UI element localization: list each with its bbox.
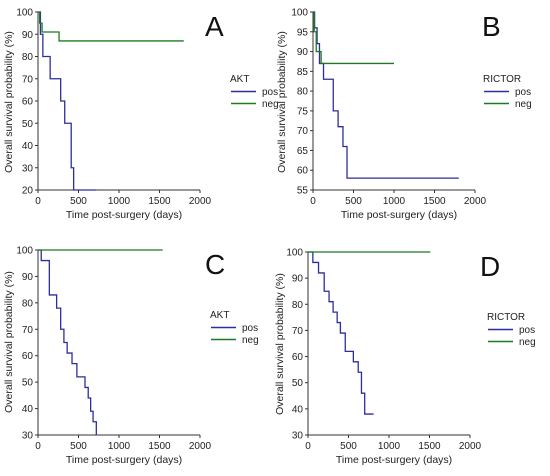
y-axis-label: Overall survival probability (%) — [3, 271, 15, 413]
y-tick-label: 80 — [292, 300, 304, 311]
x-tick-label: 0 — [305, 441, 311, 452]
x-tick-label: 2000 — [464, 196, 487, 207]
series-line-neg — [38, 11, 184, 42]
x-tick-label: 1500 — [423, 196, 446, 207]
x-tick-label: 1000 — [108, 196, 131, 207]
x-tick-label: 1500 — [148, 196, 171, 207]
y-axis-label: Overall survival probability (%) — [276, 31, 288, 173]
x-tick-label: 2000 — [459, 441, 482, 452]
x-tick-label: 500 — [70, 441, 87, 452]
legend-label-pos: pos — [242, 323, 258, 334]
legend-label-neg: neg — [519, 337, 536, 348]
legend-title: AKT — [210, 310, 229, 321]
y-tick-label: 30 — [22, 431, 34, 442]
y-axis-label: Overall survival probability (%) — [3, 31, 15, 173]
y-tick-label: 60 — [22, 351, 34, 362]
legend-label-pos: pos — [519, 325, 535, 336]
x-tick-label: 1500 — [148, 441, 171, 452]
x-tick-label: 1000 — [383, 196, 406, 207]
x-axis-label: Time post-surgery (days) — [336, 454, 452, 466]
x-tick-label: 500 — [70, 196, 87, 207]
series-line-neg — [313, 11, 394, 65]
panel-letter: C — [205, 249, 225, 280]
x-tick-label: 0 — [35, 196, 41, 207]
x-tick-label: 1000 — [378, 441, 401, 452]
y-tick-label: 80 — [22, 52, 34, 63]
y-tick-label: 100 — [291, 8, 308, 19]
y-tick-label: 40 — [292, 404, 304, 415]
legend-title: RICTOR — [483, 74, 521, 85]
y-tick-label: 60 — [297, 166, 309, 177]
y-tick-label: 90 — [297, 47, 309, 58]
y-tick-label: 100 — [16, 246, 33, 257]
x-tick-label: 2000 — [189, 196, 212, 207]
y-tick-label: 100 — [286, 248, 303, 259]
x-axis-label: Time post-surgery (days) — [66, 454, 182, 466]
series-line-pos — [38, 249, 97, 435]
y-tick-label: 70 — [22, 325, 34, 336]
x-axis-label: Time post-surgery (days) — [341, 209, 457, 221]
y-tick-label: 70 — [292, 326, 304, 337]
legend-title: RICTOR — [487, 312, 525, 323]
legend-title: AKT — [230, 74, 249, 85]
y-tick-label: 55 — [297, 186, 309, 197]
y-tick-label: 80 — [22, 298, 34, 309]
y-tick-label: 20 — [22, 186, 34, 197]
y-tick-label: 70 — [297, 126, 309, 137]
y-tick-label: 90 — [22, 30, 34, 41]
y-tick-label: 70 — [22, 74, 34, 85]
y-tick-label: 100 — [16, 8, 33, 19]
series-line-pos — [313, 11, 459, 179]
x-tick-label: 0 — [35, 441, 41, 452]
y-tick-label: 90 — [292, 274, 304, 285]
x-tick-label: 1000 — [108, 441, 131, 452]
y-tick-label: 80 — [297, 87, 309, 98]
x-tick-label: 500 — [340, 441, 357, 452]
x-tick-label: 500 — [345, 196, 362, 207]
y-tick-label: 90 — [22, 272, 34, 283]
y-tick-label: 40 — [22, 141, 34, 152]
legend-label-pos: pos — [262, 87, 278, 98]
y-tick-label: 30 — [22, 163, 34, 174]
x-tick-label: 2000 — [189, 441, 212, 452]
x-tick-label: 0 — [310, 196, 316, 207]
y-tick-label: 75 — [297, 106, 309, 117]
y-tick-label: 30 — [292, 431, 304, 442]
y-tick-label: 95 — [297, 27, 309, 38]
y-tick-label: 85 — [297, 67, 309, 78]
legend-label-neg: neg — [515, 99, 532, 110]
panel-letter: B — [482, 11, 501, 42]
y-tick-label: 50 — [22, 378, 34, 389]
panel-letter: A — [205, 11, 224, 42]
y-axis-label: Overall survival probability (%) — [274, 273, 286, 415]
y-tick-label: 60 — [22, 97, 34, 108]
legend-label-pos: pos — [515, 87, 531, 98]
series-line-pos — [308, 251, 374, 415]
legend-label-neg: neg — [262, 99, 279, 110]
x-tick-label: 1500 — [418, 441, 441, 452]
y-tick-label: 40 — [22, 404, 34, 415]
y-tick-label: 50 — [22, 119, 34, 130]
legend-label-neg: neg — [242, 335, 259, 346]
y-tick-label: 50 — [292, 378, 304, 389]
y-tick-label: 60 — [292, 352, 304, 363]
panel-letter: D — [480, 251, 500, 282]
y-tick-label: 65 — [297, 146, 309, 157]
x-axis-label: Time post-surgery (days) — [66, 209, 182, 221]
series-line-pos — [38, 11, 97, 191]
